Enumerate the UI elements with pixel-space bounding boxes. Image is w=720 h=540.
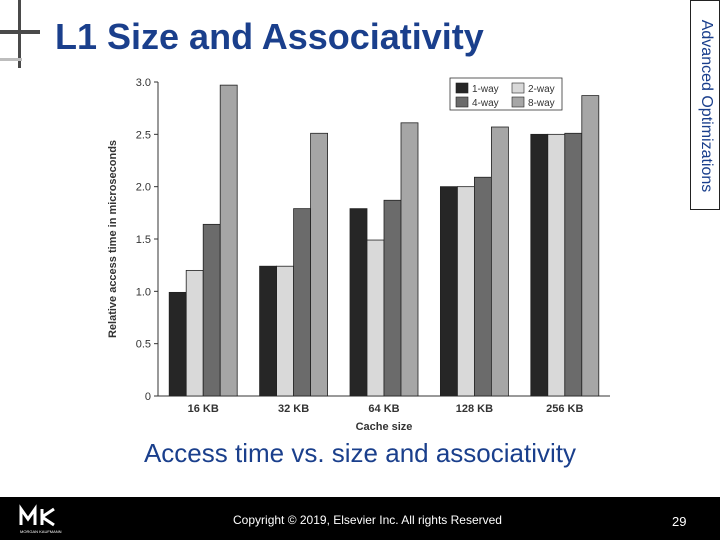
bar-8-way (490, 126, 509, 397)
x-tick-label: 64 KB (368, 403, 399, 415)
x-tick-label: 128 KB (456, 403, 493, 415)
x-tick-label: 256 KB (546, 403, 583, 415)
page-number: 29 (672, 514, 687, 529)
bar-8-way (219, 84, 238, 397)
bar-1-way (530, 133, 549, 397)
legend-swatch (455, 96, 469, 108)
bar-1-way (439, 186, 458, 397)
x-tick-label: 16 KB (188, 403, 219, 415)
x-tick-label: 32 KB (278, 403, 309, 415)
bar-1-way (259, 265, 278, 397)
title-accent-vertical-line (18, 0, 21, 68)
bar-2-way (366, 239, 385, 397)
slide-title: L1 Size and Associativity (55, 16, 484, 57)
bar-4-way (564, 132, 583, 397)
publisher-logo: MORGAN KAUFMANN (19, 504, 62, 534)
y-tick-label: 1.5 (136, 234, 151, 246)
title-accent-short-line (0, 58, 22, 61)
legend-swatch (511, 82, 525, 94)
bar-chart: 0 0.5 1.0 1.5 2.0 2.5 3.0 Relative access time … (107, 77, 610, 433)
footer-bar: MORGAN KAUFMANN Copyright © 2019, Elsevi… (0, 497, 720, 540)
legend-box (449, 77, 563, 111)
y-tick-label: 2.0 (136, 182, 151, 194)
bar-1-way (168, 291, 187, 397)
legend-label: 1-way (472, 84, 499, 95)
bar-4-way (383, 199, 402, 397)
y-axis-label: Relative access time in microseconds (107, 140, 119, 338)
side-label-box: Advanced Optimizations (690, 0, 720, 210)
y-tick-label: 1.0 (136, 286, 151, 298)
bar-1-way (349, 208, 368, 397)
legend-swatch (455, 82, 469, 94)
x-axis-label: Cache size (356, 421, 413, 433)
side-label: Advanced Optimizations (698, 19, 715, 193)
bar-8-way (581, 95, 600, 397)
bar-2-way (276, 265, 295, 397)
y-tick-label: 0.5 (136, 339, 151, 351)
legend-label: 8-way (528, 98, 555, 109)
legend-label: 2-way (528, 84, 555, 95)
y-tick-label: 2.5 (136, 129, 151, 141)
legend-swatch (511, 96, 525, 108)
bar-2-way (456, 186, 475, 397)
bar-4-way (293, 208, 312, 397)
copyright-text: Copyright © 2019, Elsevier Inc. All righ… (233, 513, 502, 527)
y-tick-label: 0 (145, 391, 151, 403)
bar-8-way (310, 132, 329, 397)
bar-4-way (202, 223, 221, 397)
bar-2-way (547, 133, 566, 397)
y-tick-label: 3.0 (136, 77, 151, 89)
bar-8-way (400, 122, 419, 397)
title-accent-horizontal-line (0, 30, 40, 34)
logo-text: MORGAN KAUFMANN (20, 529, 62, 534)
legend-label: 4-way (472, 98, 499, 109)
bar-2-way (185, 269, 204, 397)
chart-caption: Access time vs. size and associativity (143, 438, 577, 468)
bar-4-way (473, 176, 492, 397)
